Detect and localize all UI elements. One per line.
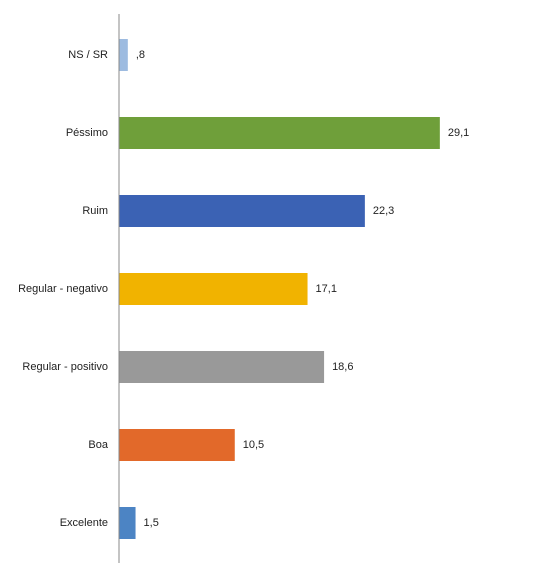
value-label: 1,5 — [144, 517, 159, 529]
category-label: Regular - negativo — [18, 283, 108, 295]
value-label: 17,1 — [316, 283, 337, 295]
category-label: Excelente — [60, 517, 108, 529]
value-label: 22,3 — [373, 205, 394, 217]
bar — [119, 429, 235, 461]
category-label: NS / SR — [68, 49, 108, 61]
value-label: ,8 — [136, 49, 145, 61]
value-label: 18,6 — [332, 361, 353, 373]
bar — [119, 507, 136, 539]
category-label: Boa — [88, 439, 108, 451]
value-label: 10,5 — [243, 439, 264, 451]
category-label: Regular - positivo — [22, 361, 108, 373]
bar — [119, 273, 308, 305]
category-label: Ruim — [82, 205, 108, 217]
value-label: 29,1 — [448, 127, 469, 139]
bar — [119, 39, 128, 71]
bar — [119, 195, 365, 227]
bar — [119, 351, 325, 383]
bar — [119, 117, 440, 149]
category-label: Péssimo — [66, 127, 108, 139]
